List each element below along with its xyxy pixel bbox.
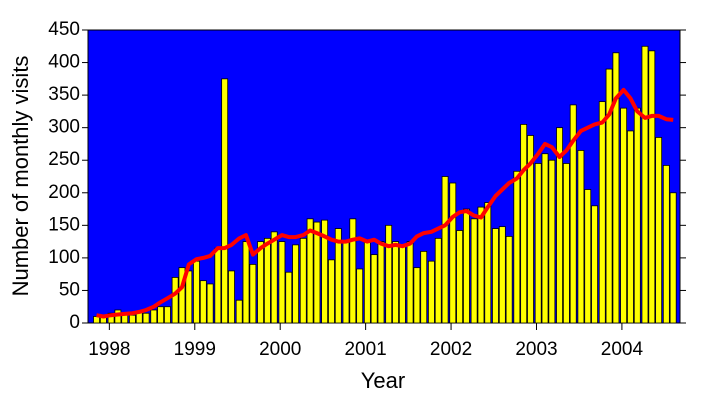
bar	[334, 228, 342, 324]
bar	[221, 78, 229, 324]
bar	[420, 250, 428, 324]
bar	[441, 176, 449, 324]
bar	[513, 170, 521, 324]
bar	[313, 221, 321, 324]
bar	[527, 135, 534, 324]
bar	[669, 192, 677, 324]
bar	[413, 267, 421, 324]
bar	[257, 241, 264, 324]
y-tick-label: 300	[48, 117, 80, 138]
bar	[356, 268, 364, 324]
bar	[456, 230, 464, 324]
bar	[463, 208, 470, 324]
bar	[270, 231, 278, 324]
bar	[249, 263, 257, 324]
bar	[178, 267, 186, 324]
bar	[534, 163, 542, 324]
bar	[477, 206, 485, 324]
bar	[185, 270, 193, 324]
bar	[620, 107, 628, 324]
bar	[278, 241, 286, 324]
y-tick-label: 200	[48, 182, 80, 203]
x-tick-label: 2002	[430, 339, 472, 360]
bar	[505, 236, 513, 324]
x-tick-label: 2003	[515, 339, 557, 360]
bar	[150, 309, 158, 324]
x-tick-label: 2000	[259, 339, 301, 360]
x-axis-label: Year	[361, 368, 405, 393]
bar	[263, 237, 271, 324]
bar	[235, 299, 243, 324]
bar	[349, 218, 357, 324]
bar	[285, 271, 293, 324]
bar	[128, 314, 136, 324]
bar	[328, 259, 335, 324]
x-tick-label: 1999	[174, 339, 216, 360]
bar	[214, 247, 222, 324]
y-tick-label: 450	[48, 19, 80, 40]
bar	[648, 50, 656, 324]
bar	[541, 153, 549, 324]
bar	[584, 189, 592, 324]
y-tick-label: 100	[48, 247, 80, 268]
bar	[370, 254, 378, 324]
bar	[484, 202, 492, 324]
y-tick-label: 400	[48, 52, 80, 73]
bar	[427, 260, 435, 324]
bar	[193, 260, 200, 324]
bar	[548, 159, 556, 324]
bar	[591, 205, 598, 324]
bar	[605, 68, 613, 324]
bar	[377, 241, 385, 324]
y-tick-label: 0	[69, 312, 80, 333]
bar	[498, 226, 506, 324]
y-tick-label: 50	[59, 279, 80, 300]
bar	[385, 224, 393, 324]
bar	[577, 150, 585, 324]
bar	[171, 277, 179, 324]
bar	[164, 306, 171, 324]
bar	[406, 241, 414, 324]
moving-average-line	[96, 87, 674, 319]
bar	[655, 137, 663, 324]
bar	[342, 241, 350, 324]
bar	[449, 182, 457, 324]
bar	[562, 163, 570, 324]
bar	[321, 219, 329, 324]
bar	[662, 165, 670, 324]
bar	[569, 104, 577, 324]
y-axis-label: Number of monthly visits	[8, 56, 33, 297]
bar	[157, 306, 165, 324]
bar	[199, 280, 207, 324]
x-tick-label: 2004	[601, 339, 644, 360]
x-tick-label: 1998	[88, 339, 130, 360]
bar	[434, 237, 442, 324]
bar	[398, 244, 406, 324]
bar	[392, 241, 399, 324]
bar	[612, 52, 620, 324]
bar	[206, 283, 214, 324]
bar	[470, 218, 478, 324]
bar	[228, 270, 235, 324]
y-tick-label: 350	[48, 84, 80, 105]
bar	[299, 237, 307, 324]
bar	[633, 107, 641, 324]
y-tick-label: 250	[48, 149, 80, 170]
bar	[292, 244, 300, 324]
x-tick-label: 2001	[344, 339, 386, 360]
bar	[492, 228, 499, 324]
bar	[641, 45, 649, 324]
bar	[598, 101, 606, 324]
bar	[242, 241, 250, 324]
y-tick-label: 150	[48, 214, 80, 235]
bar	[306, 218, 314, 324]
bar	[556, 127, 563, 324]
bar	[520, 124, 528, 324]
bar	[363, 241, 371, 324]
bar	[142, 312, 150, 324]
bar	[627, 130, 634, 324]
